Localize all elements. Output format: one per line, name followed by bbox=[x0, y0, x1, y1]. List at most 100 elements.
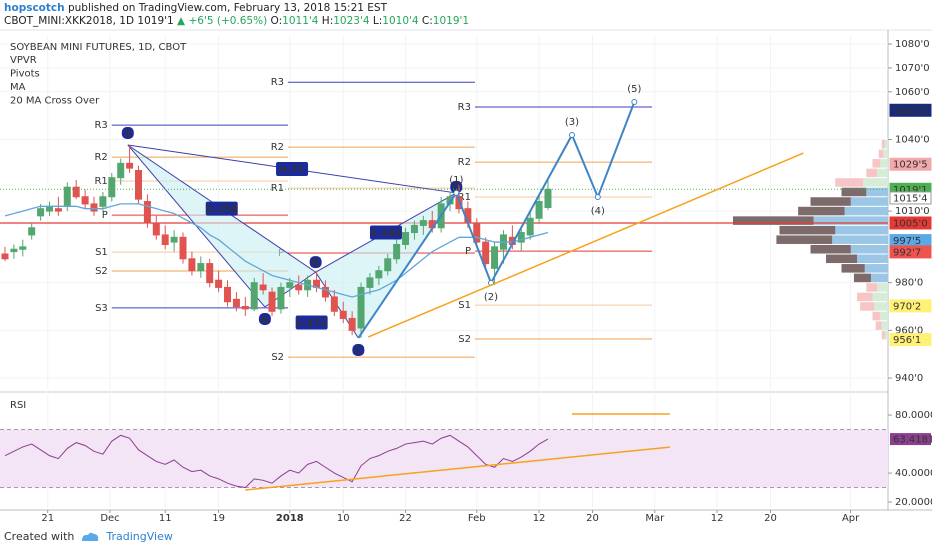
ohlc-key: L: bbox=[369, 15, 383, 27]
candle-body bbox=[339, 310, 347, 319]
volume-up bbox=[857, 254, 888, 264]
candle-body bbox=[517, 232, 525, 243]
price-badge-label: 1052'2 bbox=[893, 106, 928, 117]
pivot-label: R2 bbox=[271, 142, 284, 153]
price-badge-label: 956'1 bbox=[893, 335, 921, 346]
wave-label: (3) bbox=[565, 117, 579, 128]
volume-up bbox=[880, 311, 888, 321]
volume-up bbox=[844, 206, 888, 216]
wave-label: (2) bbox=[484, 292, 498, 303]
price-badge bbox=[889, 191, 932, 205]
candle-body bbox=[268, 291, 276, 312]
trend-line bbox=[367, 152, 804, 338]
y-tick-label: 80.0000 bbox=[895, 410, 932, 421]
y-tick-label: 20.0000 bbox=[895, 497, 932, 508]
volume-up bbox=[880, 159, 888, 168]
candle-body bbox=[330, 296, 338, 312]
y-tick-label: 40.0000 bbox=[895, 468, 932, 479]
pivot-label: R1 bbox=[458, 192, 471, 203]
logo bbox=[82, 532, 99, 541]
candle-body bbox=[54, 208, 62, 212]
volume-up bbox=[872, 292, 888, 302]
candle-body bbox=[250, 282, 258, 310]
volume-down bbox=[810, 244, 851, 254]
candle-body bbox=[455, 196, 463, 210]
volume-down bbox=[779, 225, 836, 235]
volume-down bbox=[826, 254, 857, 264]
point-box bbox=[309, 256, 322, 269]
candle-body bbox=[384, 258, 392, 272]
price-badge-label: 1029'5 bbox=[893, 160, 928, 171]
volume-up bbox=[813, 216, 888, 225]
x-tick-label: 19 bbox=[212, 513, 225, 524]
price-badge bbox=[889, 216, 932, 230]
y-tick-label: 960'0 bbox=[895, 325, 923, 336]
volume-up bbox=[864, 264, 888, 273]
candle-body bbox=[135, 170, 143, 200]
ohlc-key: C: bbox=[418, 15, 433, 27]
volume-down bbox=[872, 311, 881, 321]
rsi-band bbox=[0, 429, 888, 488]
volume-up bbox=[874, 302, 888, 311]
price-badge bbox=[889, 299, 932, 313]
ohlc-key: H: bbox=[318, 15, 334, 27]
candle-body bbox=[402, 232, 410, 245]
y-tick-label: 980'0 bbox=[895, 278, 923, 289]
volume-down bbox=[866, 283, 878, 292]
volume-up bbox=[883, 149, 888, 159]
candle-body bbox=[126, 162, 134, 169]
candle-body bbox=[357, 286, 365, 329]
ohlc-value: 1019'1 bbox=[432, 15, 470, 27]
pivot-label: S1 bbox=[458, 300, 471, 311]
volume-up bbox=[866, 187, 888, 197]
author[interactable]: hopscotch bbox=[4, 2, 65, 14]
x-tick-label: Dec bbox=[100, 513, 119, 524]
ohlc-key: O: bbox=[267, 15, 283, 27]
wave-point bbox=[631, 99, 638, 106]
ohlc-value: 1010'4 bbox=[382, 15, 419, 27]
price-badge-label: 1005'0 bbox=[893, 218, 928, 229]
candle-body bbox=[286, 282, 294, 288]
candle-body bbox=[188, 258, 196, 272]
pivot-label: R3 bbox=[271, 77, 284, 88]
y-tick-label: 1080'0 bbox=[895, 39, 930, 50]
rsi-title: RSI bbox=[10, 400, 26, 411]
ratio-label: 1.471 bbox=[296, 318, 328, 329]
pivot-label: P bbox=[465, 246, 471, 257]
indicator-name: 20 MA Cross Over bbox=[10, 96, 100, 107]
candle-body bbox=[393, 243, 401, 260]
volume-up bbox=[884, 330, 888, 340]
published: published on TradingView.com, February 1… bbox=[67, 2, 387, 14]
candle-body bbox=[81, 196, 89, 205]
point-box bbox=[352, 343, 365, 356]
wave-point bbox=[569, 131, 576, 138]
created-with: Created with bbox=[4, 530, 75, 543]
moving-average bbox=[4, 203, 549, 298]
volume-down bbox=[841, 264, 865, 273]
point-box bbox=[121, 126, 134, 139]
point-label: B bbox=[312, 258, 320, 269]
candle-body bbox=[197, 263, 205, 272]
pivot-label: R3 bbox=[94, 120, 107, 131]
candle-body bbox=[72, 186, 80, 198]
volume-up bbox=[870, 273, 888, 283]
indicator-name: MA bbox=[10, 82, 26, 93]
rsi-line bbox=[4, 434, 549, 489]
y-tick-label: 940'0 bbox=[895, 373, 923, 384]
volume-up bbox=[832, 235, 888, 244]
pivot-label: R2 bbox=[94, 152, 107, 163]
candle-body bbox=[295, 284, 303, 291]
brand[interactable]: TradingView bbox=[106, 530, 173, 543]
volume-down bbox=[733, 216, 814, 225]
candle-body bbox=[99, 196, 107, 207]
volume-down bbox=[875, 321, 882, 330]
x-tick-label: Apr bbox=[842, 513, 860, 524]
ratio-box bbox=[205, 201, 238, 216]
rsi-badge-label: 63.4181 bbox=[893, 435, 932, 446]
ratio-box bbox=[276, 161, 309, 176]
candle-body bbox=[473, 222, 481, 243]
y-tick-label: 1010'0 bbox=[895, 206, 930, 217]
price-badge bbox=[889, 333, 932, 347]
price-badge-label: 992'7 bbox=[893, 247, 921, 258]
